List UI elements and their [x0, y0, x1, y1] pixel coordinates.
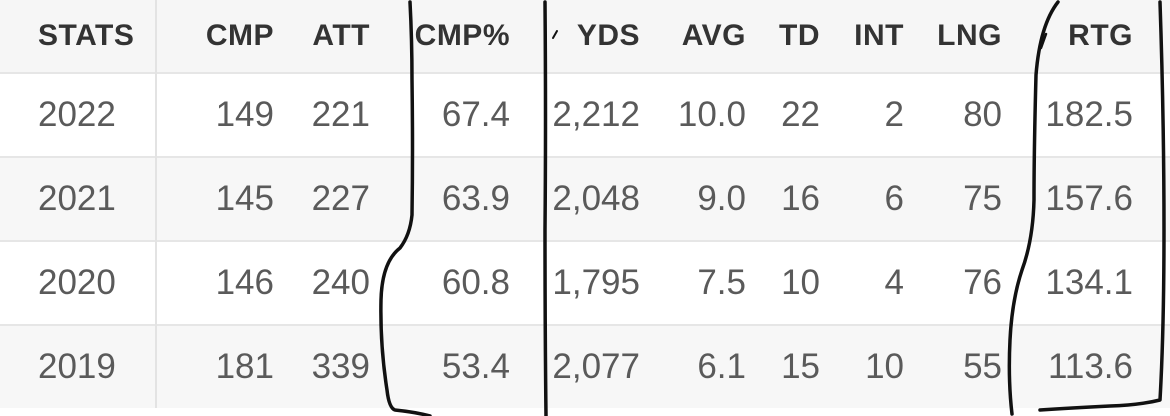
header-cmp-pct: CMP%	[414, 19, 510, 52]
cell-int: 2	[884, 95, 904, 134]
header-avg: AVG	[681, 19, 746, 52]
table-row: 2020 146 240 60.8 1,795 7.5 10 4 76 134.…	[0, 242, 1170, 326]
cell-att: 240	[311, 263, 370, 302]
cell-att: 221	[311, 95, 370, 134]
cell-lng: 76	[963, 263, 1002, 302]
cell-td: 16	[781, 179, 820, 218]
cell-avg: 7.5	[697, 263, 746, 302]
cell-rtg: 182.5	[1045, 95, 1133, 134]
cell-season: 2022	[38, 95, 116, 134]
cell-avg: 10.0	[677, 95, 746, 134]
header-yds: YDS	[576, 19, 640, 52]
cell-rtg: 134.1	[1045, 263, 1133, 302]
cell-avg: 9.0	[697, 179, 746, 218]
cell-int: 6	[884, 179, 904, 218]
cell-lng: 75	[963, 179, 1002, 218]
cell-cmp-pct: 60.8	[441, 263, 510, 302]
cell-yds: 2,077	[552, 347, 640, 386]
cell-lng: 80	[963, 95, 1002, 134]
cell-cmp: 145	[215, 179, 274, 218]
cell-season: 2020	[38, 263, 116, 302]
cell-att: 339	[311, 347, 370, 386]
table-header-row: STATS CMP ATT CMP% YDS AVG TD INT LNG RT…	[0, 0, 1170, 74]
cell-td: 10	[781, 263, 820, 302]
cell-season: 2021	[38, 179, 116, 218]
cell-int: 10	[865, 347, 904, 386]
header-stats: STATS	[38, 19, 135, 52]
cell-cmp-pct: 63.9	[441, 179, 510, 218]
cell-td: 22	[781, 95, 820, 134]
cell-cmp: 149	[215, 95, 274, 134]
cell-season: 2019	[38, 347, 116, 386]
header-td: TD	[779, 19, 820, 52]
cell-avg: 6.1	[697, 347, 746, 386]
header-lng: LNG	[937, 19, 1002, 52]
table-row: 2022 149 221 67.4 2,212 10.0 22 2 80 182…	[0, 74, 1170, 158]
cell-yds: 2,212	[552, 95, 640, 134]
cell-td: 15	[781, 347, 820, 386]
cell-yds: 1,795	[552, 263, 640, 302]
cell-rtg: 157.6	[1045, 179, 1133, 218]
header-int: INT	[854, 19, 904, 52]
season-column-divider	[155, 0, 157, 408]
cell-cmp-pct: 67.4	[441, 95, 510, 134]
cell-att: 227	[311, 179, 370, 218]
cell-yds: 2,048	[552, 179, 640, 218]
table-row: 2019 181 339 53.4 2,077 6.1 15 10 55 113…	[0, 326, 1170, 408]
cell-lng: 55	[963, 347, 1002, 386]
cell-cmp: 181	[215, 347, 274, 386]
header-att: ATT	[312, 19, 370, 52]
cell-cmp-pct: 53.4	[441, 347, 510, 386]
header-cmp: CMP	[205, 19, 274, 52]
header-rtg: RTG	[1068, 19, 1133, 52]
cell-int: 4	[884, 263, 904, 302]
cell-rtg: 113.6	[1048, 347, 1133, 386]
cell-cmp: 146	[215, 263, 274, 302]
table-bottom-edge	[0, 408, 1170, 416]
table-row: 2021 145 227 63.9 2,048 9.0 16 6 75 157.…	[0, 158, 1170, 242]
